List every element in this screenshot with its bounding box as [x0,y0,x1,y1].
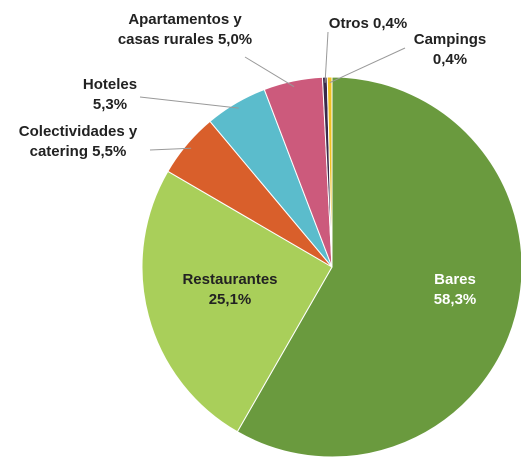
leader-line [149,147,192,151]
value-label: 5,5% [92,143,127,160]
label-text: Apartamentos y casas rurales 5,0% [110,10,260,50]
value-label: 5,0% [217,31,253,48]
category-name: Bares [434,271,476,288]
value-label: 0,4% [372,15,408,32]
label-text: Colectividades y catering 5,5% [3,122,153,162]
label-text: Bares 58,3% [420,270,490,310]
label-text: Otros 0,4% [318,14,418,34]
leader-line [139,96,239,109]
slice-label: Otros 0,4% [318,14,418,34]
pie-slice [326,76,333,268]
leader-line [329,47,406,84]
value-label: 0,4% [432,51,468,68]
value-label: 58,3% [433,291,477,308]
category-name: Hoteles [82,76,138,93]
value-label: 5,3% [92,96,128,113]
pie-slice [141,170,333,433]
category-name: Campings [413,31,487,48]
slice-label: Bares 58,3% [420,270,490,310]
category-name: Apartamentos y casas rurales [117,11,242,48]
category-name: Colectividades y catering [18,123,138,160]
slice-label: Hoteles 5,3% [70,75,150,115]
label-text: Campings 0,4% [405,30,495,70]
category-name: Restaurantes [182,271,278,288]
value-label: 25,1% [208,291,252,308]
pie-slice [236,76,521,458]
slice-label: Campings 0,4% [405,30,495,70]
label-text: Hoteles 5,3% [70,75,150,115]
category-name: Otros [328,15,369,32]
leader-line [324,31,329,83]
leader-line [244,56,295,88]
slice-label: Restaurantes 25,1% [170,270,290,310]
slice-label: Apartamentos y casas rurales 5,0% [110,10,260,50]
label-text: Restaurantes 25,1% [170,270,290,310]
slice-label: Colectividades y catering 5,5% [3,122,153,162]
